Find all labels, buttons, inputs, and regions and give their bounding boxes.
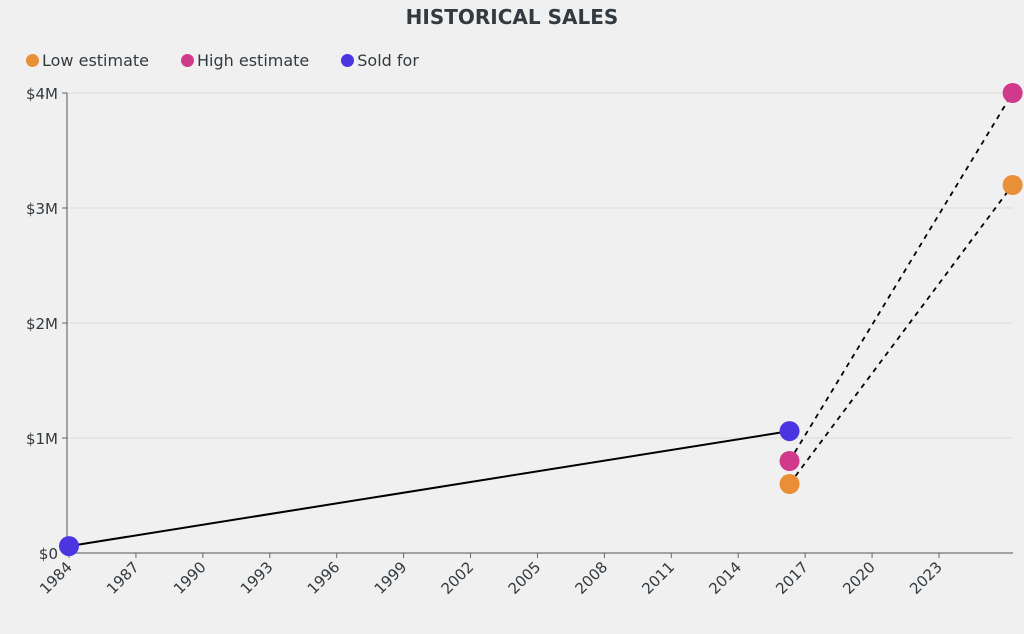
y-tick-label: $2M (26, 315, 58, 333)
series-line-high-estimate (788, 92, 1014, 462)
data-point-high-estimate (779, 451, 800, 471)
x-tick-label: 1993 (237, 558, 277, 598)
data-point-low-estimate (779, 474, 800, 494)
data-point-sold-for (779, 421, 800, 442)
legend: Low estimate High estimate Sold for (26, 51, 419, 70)
x-tick-label: 1990 (170, 558, 210, 598)
legend-dot-icon (181, 54, 194, 67)
legend-dot-icon (26, 54, 39, 67)
series-line-sold-for (68, 430, 790, 548)
y-tick-label: $0 (39, 545, 58, 563)
legend-dot-icon (341, 54, 355, 67)
x-tick-label: 2002 (438, 558, 478, 598)
data-point-sold-for (59, 536, 79, 557)
y-tick-label: $1M (26, 430, 58, 448)
x-tick-label: 2011 (638, 558, 678, 598)
x-tick-label: 1999 (371, 558, 411, 598)
legend-label: Sold for (357, 51, 419, 70)
legend-label: Low estimate (42, 51, 149, 70)
legend-label: High estimate (197, 51, 310, 70)
y-tick-label: $4M (26, 85, 58, 103)
x-tick-label: 2014 (705, 558, 745, 598)
chart-title: HISTORICAL SALES (405, 5, 619, 29)
legend-item-sold-for[interactable]: Sold for (341, 51, 419, 70)
legend-item-low-estimate[interactable]: Low estimate (26, 51, 149, 70)
legend-item-high-estimate[interactable]: High estimate (181, 51, 309, 70)
data-point-low-estimate (1002, 175, 1023, 195)
x-tick-label: 2017 (772, 558, 812, 598)
y-tick-label: $3M (26, 200, 58, 218)
x-tick-label: 2008 (571, 558, 611, 598)
x-tick-label: 2020 (839, 558, 879, 598)
x-tick-label: 2023 (906, 558, 946, 598)
data-point-high-estimate (1002, 83, 1023, 103)
x-tick-label: 2005 (505, 558, 545, 598)
series-line-low-estimate (788, 184, 1014, 485)
x-tick-label: 1996 (304, 558, 344, 598)
x-tick-label: 1987 (103, 558, 143, 598)
x-tick-label: 1984 (36, 558, 76, 598)
